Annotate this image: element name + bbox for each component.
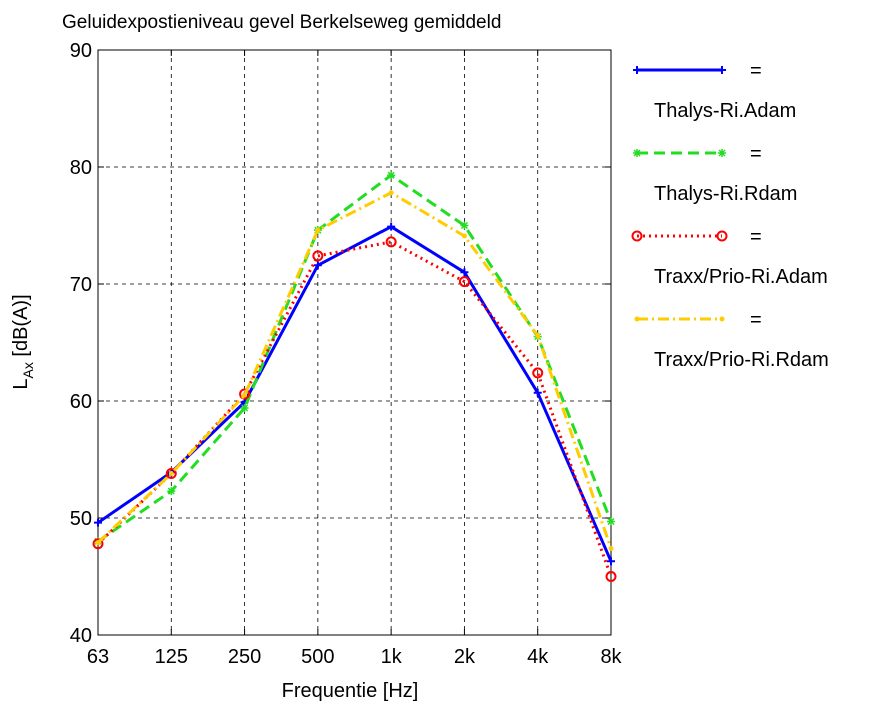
series-4 [95,190,614,551]
legend-entry-3-marker [631,230,643,242]
legend-entry-1-marker [718,66,726,74]
y-tick-label: 40 [70,625,92,647]
series-3-marker [165,468,177,480]
series-4-marker [168,471,174,477]
chart-title: Geluidexpostieniveau gevel Berkelseweg g… [62,12,501,33]
y-axis-label-subscript: Ax [20,362,36,378]
series-1 [94,222,615,566]
legend-entry-4-label: Traxx/Prio-Ri.Rdam [654,349,829,371]
series-3-marker [92,538,104,550]
legend-entry-1: = Thalys-Ri.Adam [633,60,796,122]
legend-entry-2-marker [718,149,726,157]
series-1-marker [94,518,102,527]
y-tick-label: 50 [70,508,92,530]
series-2-line [97,173,613,543]
legend: = Thalys-Ri.Adam = Thalys-Ri.Rdam = Traxx/Pri… [631,60,829,371]
axis-ticks: 63 125 250 500 1k 2k 4k 8k 40 50 60 70 80 90 [70,40,623,668]
series-3-marker [312,250,324,262]
x-tick-label: 4k [527,646,549,668]
series-4-marker [388,190,394,196]
y-tick-label: 90 [70,40,92,62]
series-2-marker [240,404,249,413]
series-1-marker [607,557,615,566]
plot-area-border [97,49,612,636]
y-tick-label: 80 [70,157,92,179]
y-tick-label: 60 [70,391,92,413]
series-group [92,171,617,582]
series-2-marker [167,487,176,496]
grid [98,50,611,635]
x-tick-label: 125 [155,646,188,668]
series-4-line [96,191,613,549]
series-2-marker [387,171,396,180]
x-tick-label: 1k [381,646,403,668]
x-axis-label: Frequentie [Hz] [282,680,419,702]
series-4-marker [535,332,541,338]
x-tick-label: 2k [454,646,476,668]
series-4-marker [95,540,101,546]
legend-entry-1-label: Thalys-Ri.Adam [654,100,796,122]
series-3-marker [385,236,397,248]
legend-entry-3: = Traxx/Prio-Ri.Adam [631,226,828,288]
x-tick-label: 63 [87,646,109,668]
series-2 [94,171,615,546]
series-1-marker [533,388,542,397]
legend-entry-4-equals: = [750,309,762,331]
legend-entry-2-label: Thalys-Ri.Rdam [654,183,797,205]
legend-entry-2-equals: = [750,143,762,165]
y-axis-label-main: L [10,379,32,390]
x-tick-label: 8k [600,646,622,668]
legend-entry-1-marker [633,66,641,74]
legend-entry-2-marker [633,149,641,157]
series-3-marker [239,388,251,400]
x-tick-label: 250 [228,646,261,668]
legend-entry-3-label: Traxx/Prio-Ri.Adam [654,266,828,288]
series-4-marker [608,545,614,551]
legend-entry-4: = Traxx/Prio-Ri.Rdam [634,309,829,371]
series-3 [92,236,617,582]
legend-entry-3-equals: = [750,226,762,248]
series-3-marker [458,276,470,288]
series-4-marker [461,233,467,239]
legend-entry-2: = Thalys-Ri.Rdam [633,143,797,205]
series-3-marker [532,367,544,379]
series-2-marker [607,517,615,526]
series-1-line [97,225,613,562]
legend-entry-3-marker [716,230,728,242]
series-2-marker [460,221,469,230]
series-1-marker [313,261,322,270]
series-3-marker [605,571,617,582]
x-tick-label: 500 [301,646,334,668]
series-4-marker [242,392,248,398]
series-1-marker [460,268,469,277]
y-axis-label: LAx [dB(A)] [10,294,36,389]
legend-entry-4-marker [634,316,640,322]
y-tick-label: 70 [70,274,92,296]
legend-entry-4-marker [719,316,725,322]
y-axis-label-rest: [dB(A)] [10,294,32,362]
series-1-marker [387,222,396,231]
legend-entry-1-equals: = [750,60,762,82]
series-4-marker [315,227,321,233]
series-3-line [96,240,613,578]
